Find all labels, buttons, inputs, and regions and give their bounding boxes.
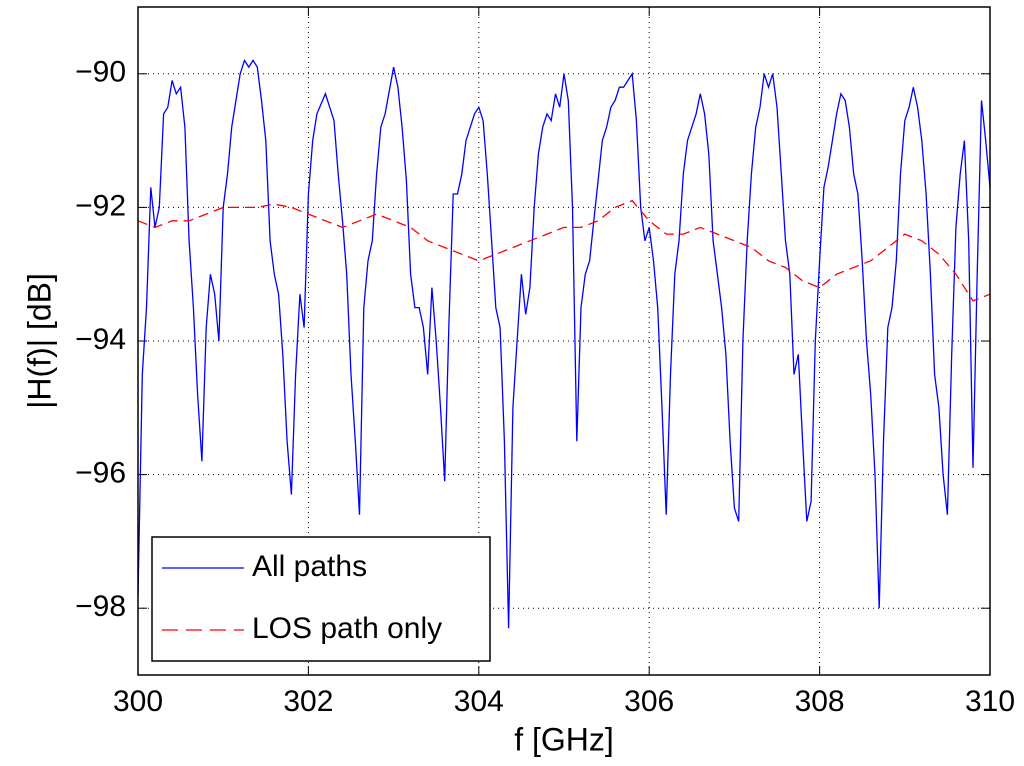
x-tick-label: 310 — [965, 685, 1015, 718]
x-tick-label: 306 — [624, 685, 674, 718]
x-axis-label: f [GHz] — [514, 721, 614, 757]
series-line — [137, 199, 991, 302]
x-tick-label: 300 — [113, 685, 163, 718]
legend-label: All paths — [252, 550, 367, 583]
plot-frame — [137, 6, 991, 676]
y-tick-label: −98 — [75, 590, 126, 623]
x-tick-label: 308 — [795, 685, 845, 718]
series-line — [137, 58, 991, 629]
y-tick-label: −94 — [75, 323, 126, 356]
y-tick-label: −90 — [75, 56, 126, 89]
legend-box — [151, 536, 491, 662]
x-tick-label: 304 — [454, 685, 504, 718]
x-tick-label: 302 — [283, 685, 333, 718]
y-tick-label: −96 — [75, 457, 126, 490]
legend-label: LOS path only — [252, 612, 442, 645]
y-tick-label: −92 — [75, 189, 126, 222]
y-axis-label: |H(f)| [dB] — [21, 273, 57, 409]
